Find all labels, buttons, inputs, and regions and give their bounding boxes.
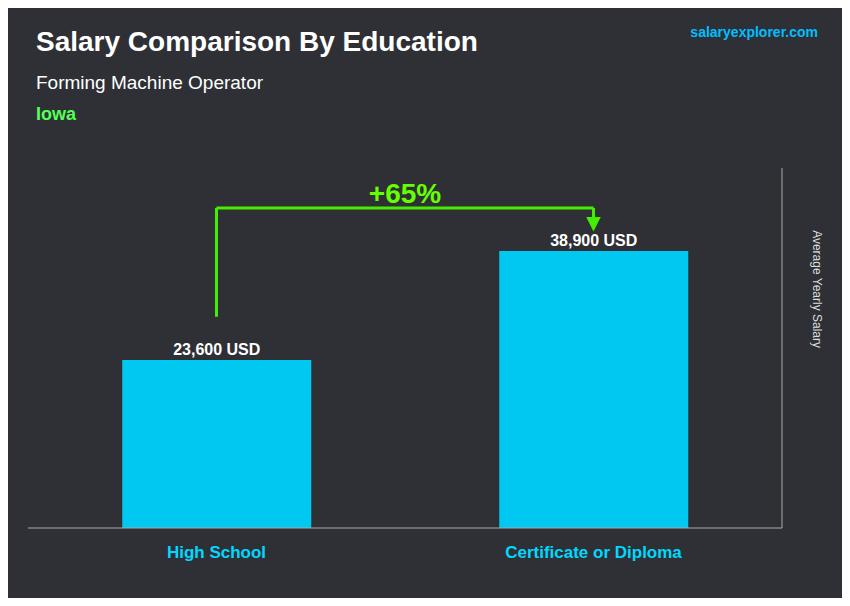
html-text:salaryexplorer.com: salaryexplorer.com [690,24,818,40]
html-text:Salary Comparison By Education: Salary Comparison By Education [36,26,478,57]
svg-text:+65%: +65% [369,178,441,209]
svg-text:23,600 USD: 23,600 USD [173,341,260,358]
svg-text:High School: High School [167,543,266,562]
html-text:Iowa: Iowa [36,104,76,124]
html-text:Forming Machine Operator: Forming Machine Operator [36,72,263,93]
svg-text:38,900 USD: 38,900 USD [550,232,637,249]
svg-text:Average Yearly Salary: Average Yearly Salary [810,230,824,348]
svg-text:Certificate or Diploma: Certificate or Diploma [505,543,682,562]
